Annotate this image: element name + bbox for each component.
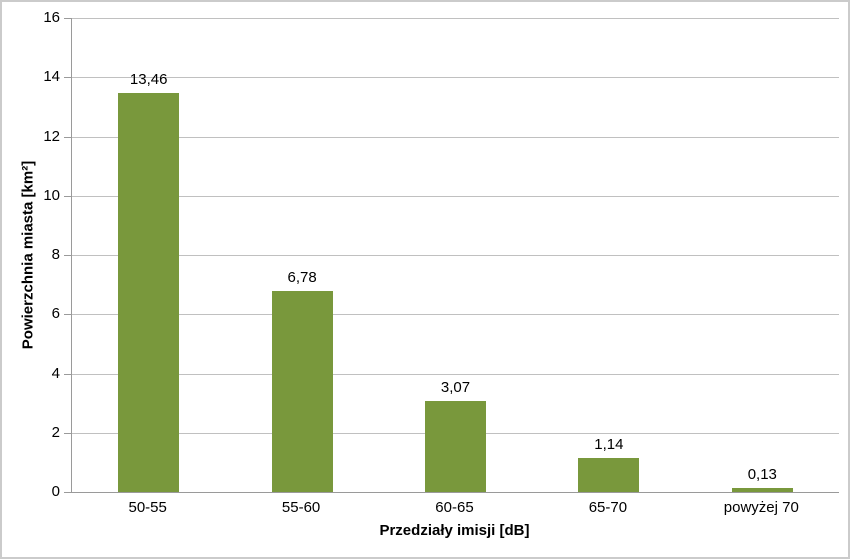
x-tick-label: 65-70 <box>588 499 628 516</box>
gridline <box>72 373 839 375</box>
y-axis-tick <box>64 195 71 197</box>
y-tick-label: 4 <box>51 364 60 382</box>
bar <box>425 401 486 492</box>
y-tick-label: 14 <box>43 68 60 86</box>
y-axis-tick <box>64 136 71 138</box>
gridline <box>72 77 839 79</box>
y-axis-tick <box>64 77 71 79</box>
y-tick-label: 16 <box>43 9 60 26</box>
gridline <box>72 195 839 197</box>
x-tick-label: 50-55 <box>128 499 167 516</box>
y-tick-label: 6 <box>51 305 60 323</box>
bar-value-label: 3,07 <box>440 379 471 397</box>
bar-value-label: 6,78 <box>287 269 317 287</box>
y-tick-label: 12 <box>43 127 60 145</box>
x-tick-label: 55-60 <box>281 499 321 516</box>
bar-value-label: 1,14 <box>594 436 624 454</box>
x-tick-label: 60-65 <box>435 499 474 516</box>
gridline <box>72 255 839 256</box>
y-tick-label: 0 <box>51 483 60 500</box>
y-axis-tick <box>64 492 71 493</box>
y-axis-tick <box>64 255 71 256</box>
y-axis-tick <box>64 373 71 375</box>
bar <box>271 291 333 492</box>
bar <box>118 93 180 492</box>
x-axis-title: Przedziały imisji [dB] <box>379 522 530 539</box>
y-tick-label: 8 <box>51 246 60 263</box>
x-tick-label: powyżej 70 <box>723 499 799 516</box>
y-axis-tick <box>64 314 71 316</box>
bar-value-label: 0,13 <box>747 466 777 484</box>
y-tick-label: 10 <box>43 186 60 204</box>
bar-value-label: 13,46 <box>129 71 168 89</box>
y-axis-tick <box>64 18 71 19</box>
bar <box>578 458 640 492</box>
gridline <box>72 314 839 316</box>
plot-area: 13,46 6,78 3,07 1,14 0,13 <box>71 18 839 493</box>
y-tick-label: 2 <box>51 423 60 441</box>
gridline <box>72 136 839 138</box>
gridline <box>72 18 839 19</box>
bar <box>731 488 793 492</box>
y-axis-tick <box>64 432 71 434</box>
